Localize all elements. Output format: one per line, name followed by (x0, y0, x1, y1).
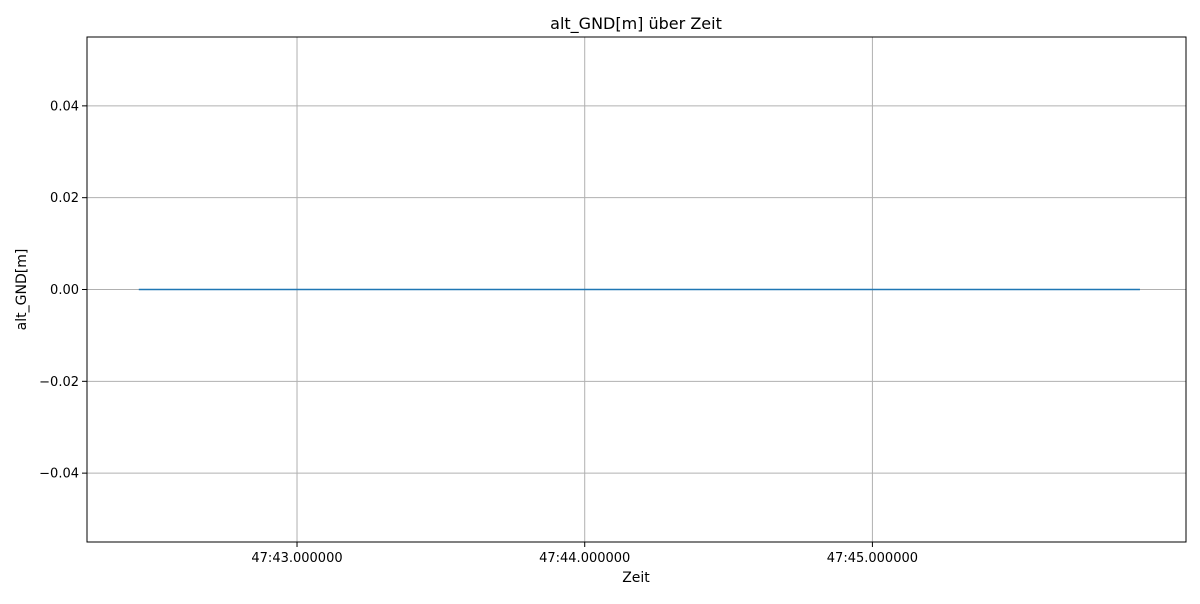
y-tick-label: −0.02 (39, 375, 79, 390)
ticks-layer: 47:43.000000 47:44.000000 47:45.000000 −0.0… (39, 99, 918, 566)
y-tick-label: 0.02 (50, 191, 79, 206)
x-axis-label: Zeit (622, 570, 650, 586)
y-axis-label: alt_GND[m] (14, 249, 30, 331)
chart-title: alt_GND[m] über Zeit (550, 14, 722, 34)
y-tick-label: 0.00 (50, 283, 79, 298)
x-tick-label: 47:45.000000 (827, 551, 918, 566)
y-tick-label: −0.04 (39, 467, 79, 482)
x-tick-label: 47:43.000000 (251, 551, 342, 566)
x-tick-label: 47:44.000000 (539, 551, 630, 566)
y-tick-label: 0.04 (50, 99, 79, 114)
